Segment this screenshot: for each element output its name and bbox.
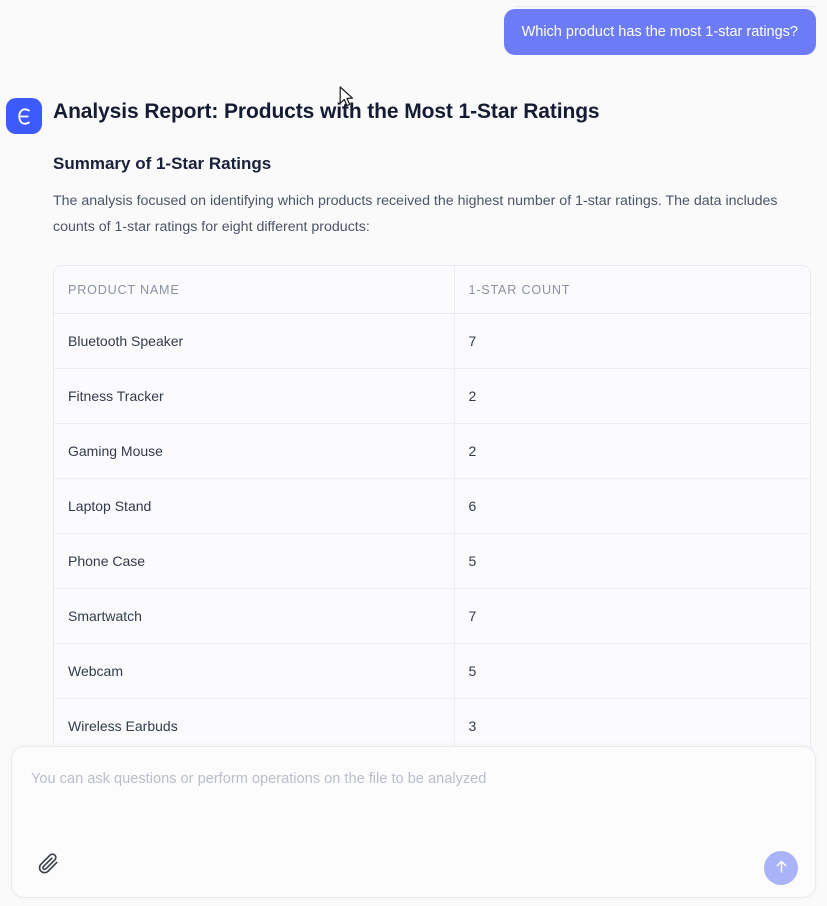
send-button[interactable] (764, 851, 798, 885)
table-header-row: PRODUCT NAME 1-STAR COUNT (54, 266, 810, 314)
attach-file-button[interactable] (32, 849, 66, 883)
table-row: Bluetooth Speaker 7 (54, 313, 810, 369)
epsilon-logo-icon (14, 106, 35, 127)
summary-paragraph: The analysis focused on identifying whic… (53, 193, 778, 235)
table-row: Webcam 5 (54, 643, 810, 699)
cell-one-star-count: 7 (454, 313, 810, 369)
table-row: Phone Case 5 (54, 533, 810, 589)
user-message-bubble: Which product has the most 1-star rating… (503, 9, 816, 55)
cell-product-name: Smartwatch (54, 588, 455, 644)
cell-one-star-count: 7 (454, 588, 810, 644)
results-table-container: PRODUCT NAME 1-STAR COUNT Bluetooth Spea… (53, 265, 811, 754)
table-row: Wireless Earbuds 3 (54, 698, 810, 753)
column-header-one-star-count: 1-STAR COUNT (454, 266, 810, 314)
cell-one-star-count: 5 (454, 643, 810, 699)
cell-product-name: Laptop Stand (54, 478, 455, 534)
page-title: Analysis Report: Products with the Most … (53, 100, 600, 123)
arrow-up-icon (772, 857, 791, 879)
table-row: Fitness Tracker 2 (54, 368, 810, 424)
section-title: Summary of 1-Star Ratings (53, 154, 272, 173)
cell-product-name: Fitness Tracker (54, 368, 455, 424)
table-row: Smartwatch 7 (54, 588, 810, 644)
table-head: PRODUCT NAME 1-STAR COUNT (54, 266, 810, 314)
results-table: PRODUCT NAME 1-STAR COUNT Bluetooth Spea… (54, 266, 810, 753)
previous-message-divider (515, 6, 815, 7)
table-row: Gaming Mouse 2 (54, 423, 810, 479)
column-header-product-name: PRODUCT NAME (54, 266, 455, 314)
cell-product-name: Wireless Earbuds (54, 698, 455, 753)
cell-product-name: Phone Case (54, 533, 455, 589)
assistant-message-row: Analysis Report: Products with the Most … (6, 96, 813, 809)
assistant-avatar (6, 98, 42, 134)
paperclip-icon (36, 851, 62, 882)
cell-one-star-count: 2 (454, 423, 810, 479)
cell-product-name: Bluetooth Speaker (54, 313, 455, 369)
user-message-row: Which product has the most 1-star rating… (503, 9, 816, 55)
cell-one-star-count: 3 (454, 698, 810, 753)
cell-one-star-count: 6 (454, 478, 810, 534)
table-body: Bluetooth Speaker 7 Fitness Tracker 2 Ga… (54, 313, 810, 753)
cell-product-name: Webcam (54, 643, 455, 699)
table-row: Laptop Stand 6 (54, 478, 810, 534)
cell-product-name: Gaming Mouse (54, 423, 455, 479)
assistant-message-body: Analysis Report: Products with the Most … (53, 96, 813, 809)
message-composer[interactable] (11, 746, 816, 898)
cell-one-star-count: 5 (454, 533, 810, 589)
chat-input[interactable] (31, 771, 796, 787)
cell-one-star-count: 2 (454, 368, 810, 424)
